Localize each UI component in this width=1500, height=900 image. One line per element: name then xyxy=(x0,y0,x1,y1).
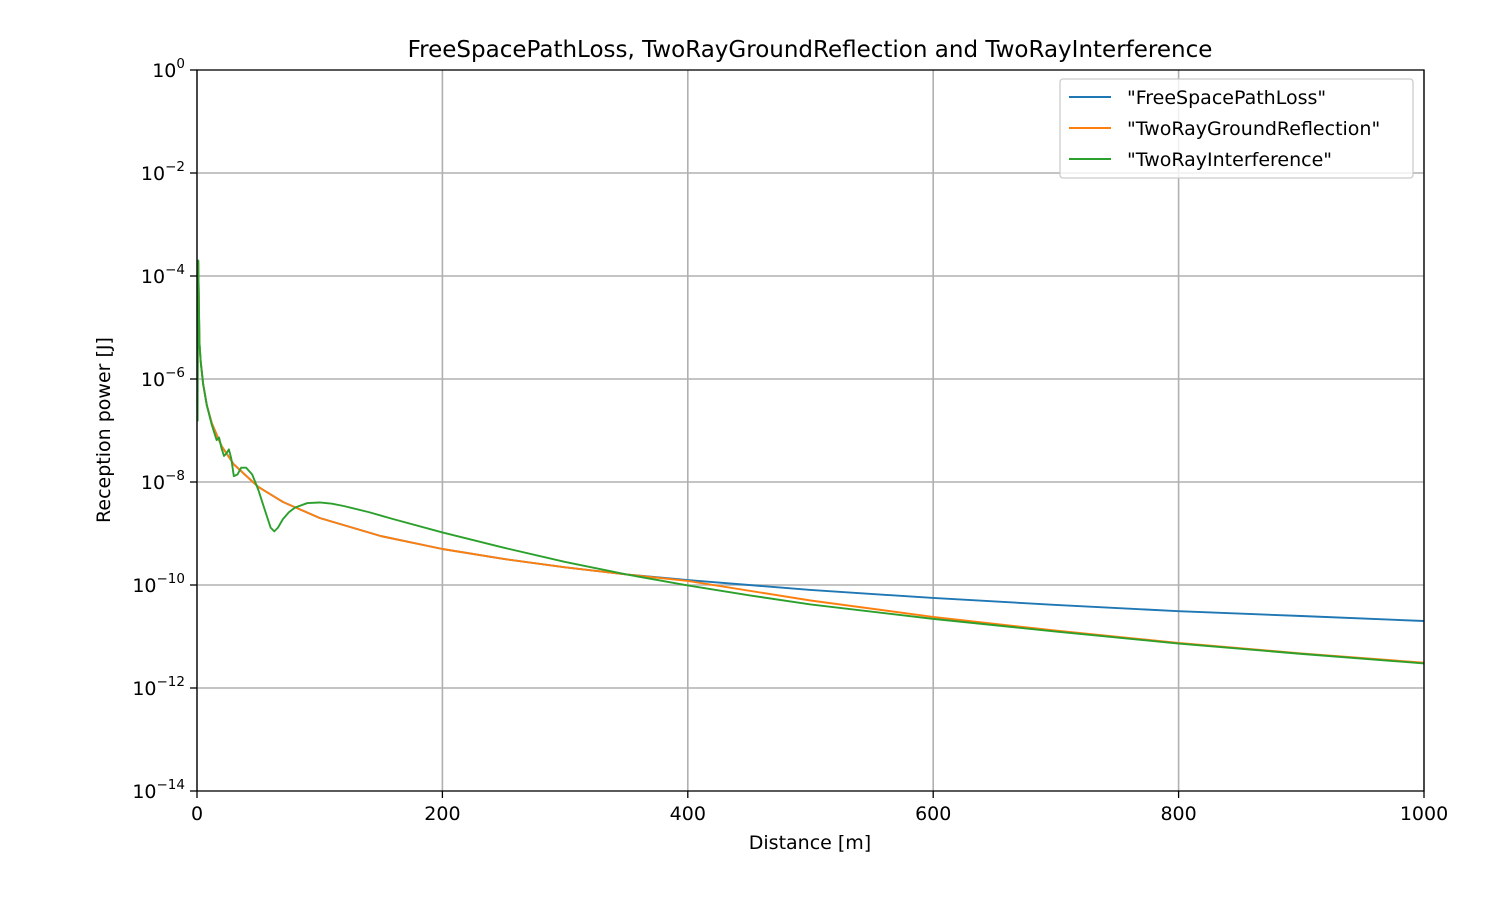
y-tick-exponent: 0 xyxy=(176,56,185,72)
y-tick-exponent: −4 xyxy=(165,262,185,278)
y-tick-exponent: −6 xyxy=(165,365,185,381)
y-tick-base: 10 xyxy=(141,266,165,288)
x-axis-label: Distance [m] xyxy=(749,832,871,854)
series-line-2 xyxy=(197,259,1424,665)
y-tick-label: 10−10 xyxy=(132,571,185,597)
legend-entry: "TwoRayGroundReflection" xyxy=(1127,118,1380,140)
y-tick-label: 10−6 xyxy=(141,365,185,391)
y-tick-label: 10−4 xyxy=(141,262,185,288)
y-tick-base: 10 xyxy=(132,678,156,700)
y-tick-label: 10−2 xyxy=(141,159,185,185)
x-tick-label: 200 xyxy=(424,803,460,825)
y-tick-base: 10 xyxy=(132,781,156,803)
y-tick-exponent: −2 xyxy=(165,159,185,175)
x-tick-label: 600 xyxy=(915,803,951,825)
legend-entry: "TwoRayInterference" xyxy=(1127,149,1332,171)
x-axis: 0 200 400 600 800 1000 xyxy=(191,791,1448,825)
y-tick-base: 10 xyxy=(141,472,165,494)
y-axis-label: Reception power [J] xyxy=(93,337,115,523)
series-layer xyxy=(197,259,1424,665)
legend-box xyxy=(1059,78,1414,179)
y-tick-base: 10 xyxy=(132,575,156,597)
y-tick-exponent: −8 xyxy=(165,468,185,484)
y-tick-exponent: −14 xyxy=(157,777,186,793)
y-tick-exponent: −10 xyxy=(157,571,186,587)
y-tick-label: 10−8 xyxy=(141,468,185,494)
legend: "FreeSpacePathLoss" "TwoRayGroundReflecti… xyxy=(1059,78,1414,179)
y-tick-label: 10−14 xyxy=(132,777,185,803)
x-tick-label: 800 xyxy=(1160,803,1196,825)
y-tick-label: 10−12 xyxy=(132,674,185,700)
x-tick-label: 0 xyxy=(191,803,203,825)
chart-title: FreeSpacePathLoss, TwoRayGroundReflectio… xyxy=(408,37,1213,63)
x-tick-label: 400 xyxy=(670,803,706,825)
y-tick-base: 10 xyxy=(141,369,165,391)
y-tick-exponent: −12 xyxy=(157,674,186,690)
legend-entry: "FreeSpacePathLoss" xyxy=(1127,87,1326,109)
y-tick-base: 10 xyxy=(141,163,165,185)
y-tick-label: 100 xyxy=(152,56,185,82)
x-tick-label: 1000 xyxy=(1400,803,1448,825)
plot-frame xyxy=(196,69,1425,792)
y-tick-base: 10 xyxy=(152,60,176,82)
